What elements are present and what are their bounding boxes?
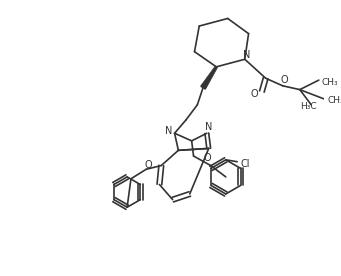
Text: N: N <box>205 122 212 132</box>
Text: O: O <box>203 153 211 163</box>
Text: H₃C: H₃C <box>300 102 317 111</box>
Text: Cl: Cl <box>240 159 250 169</box>
Polygon shape <box>201 67 217 89</box>
Text: N: N <box>165 126 173 136</box>
Text: CH₃: CH₃ <box>328 97 341 105</box>
Text: N: N <box>243 51 250 60</box>
Text: O: O <box>250 89 258 99</box>
Text: O: O <box>144 160 152 169</box>
Text: CH₃: CH₃ <box>322 78 339 86</box>
Text: O: O <box>281 75 288 85</box>
